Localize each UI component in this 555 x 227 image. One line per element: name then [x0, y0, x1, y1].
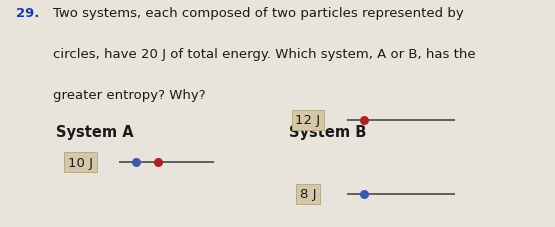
Text: 29.: 29.	[16, 7, 39, 20]
Text: 12 J: 12 J	[295, 114, 321, 127]
Text: 10 J: 10 J	[68, 156, 93, 169]
Text: circles, have 20 J of total energy. Which system, A or B, has the: circles, have 20 J of total energy. Whic…	[53, 48, 475, 61]
Text: System B: System B	[289, 125, 366, 140]
Text: Two systems, each composed of two particles represented by: Two systems, each composed of two partic…	[53, 7, 463, 20]
Text: System A: System A	[56, 125, 133, 140]
Text: 8 J: 8 J	[300, 188, 316, 201]
Text: greater entropy? Why?: greater entropy? Why?	[53, 89, 205, 101]
